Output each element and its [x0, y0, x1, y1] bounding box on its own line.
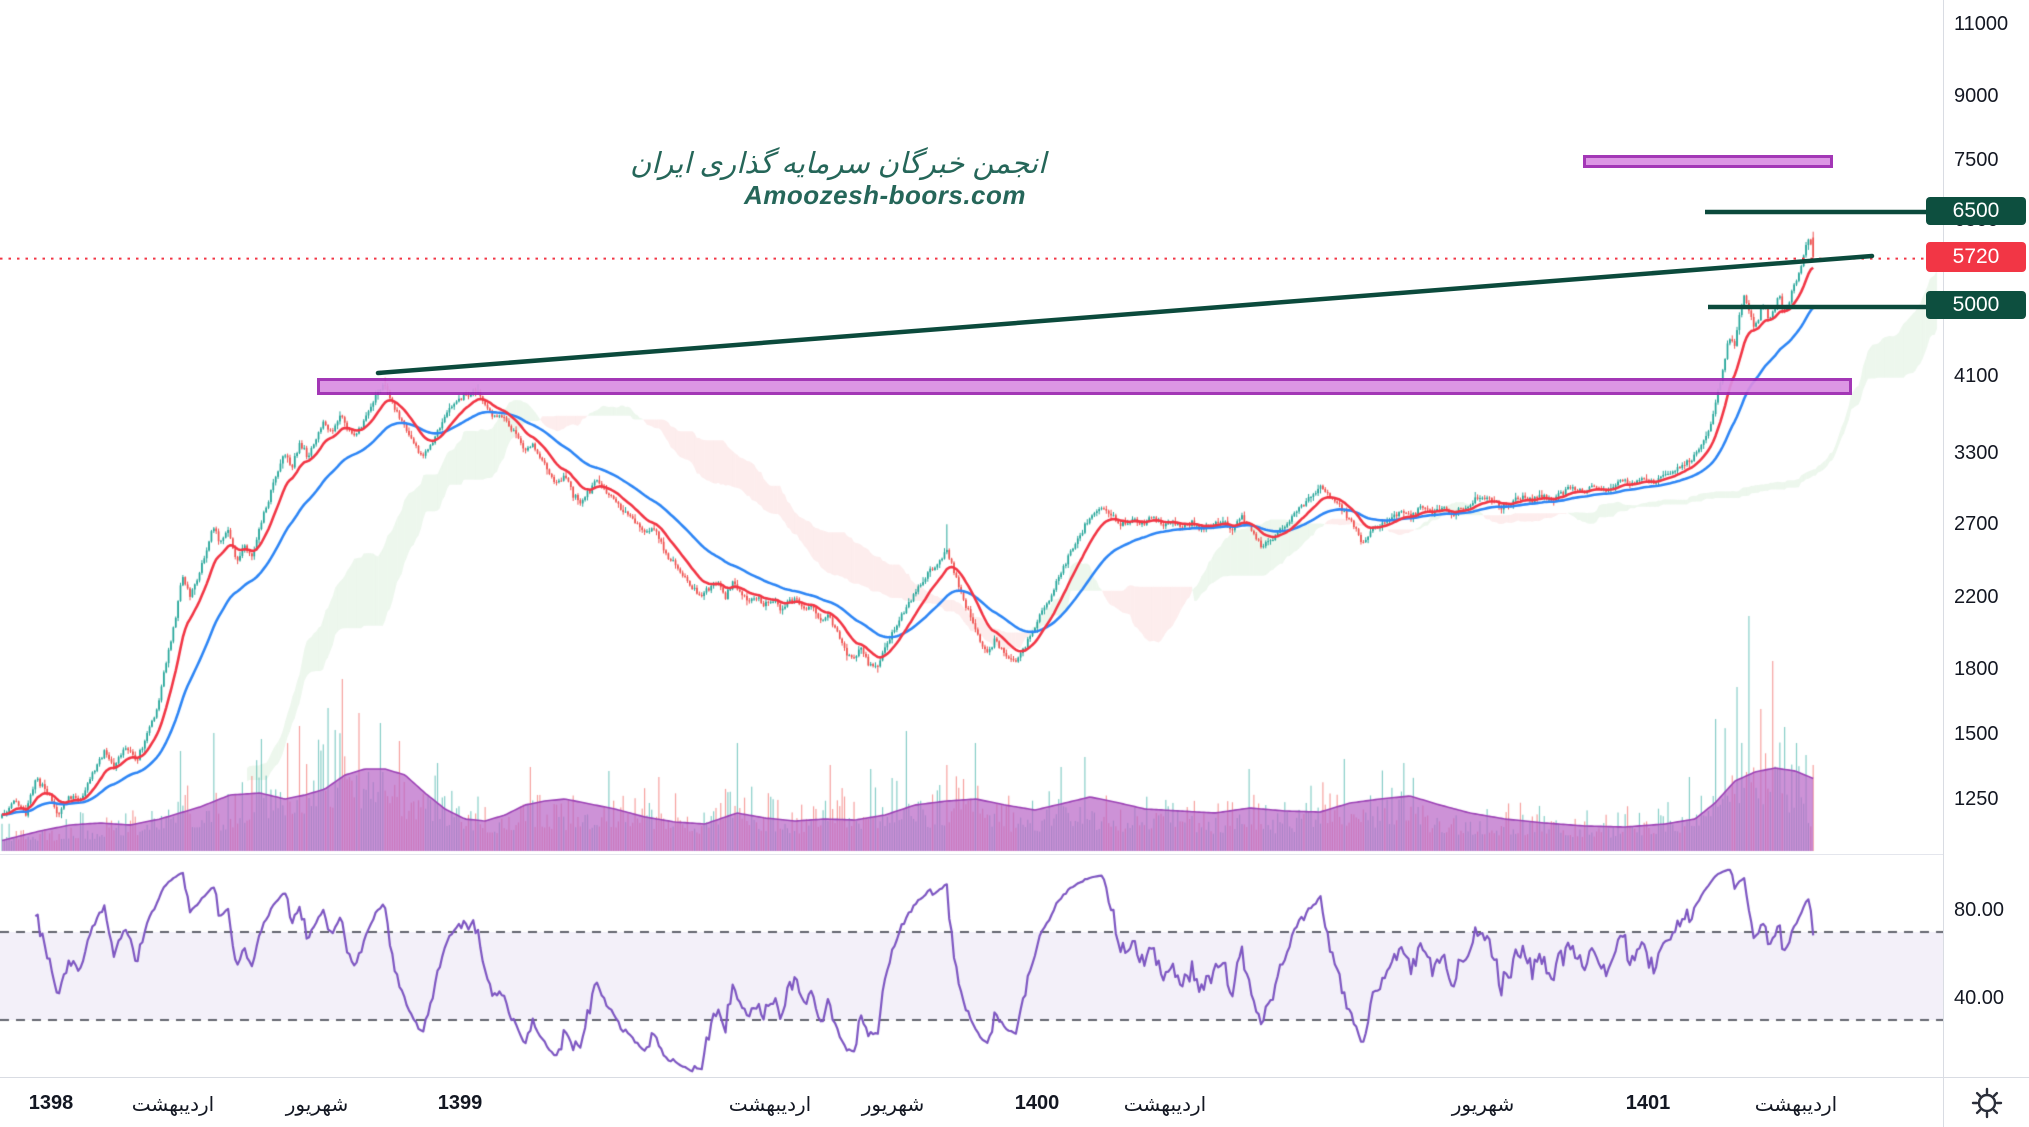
time-axis-month-label: اردیبهشت: [728, 1094, 812, 1116]
theme-toggle-button[interactable]: [1943, 1077, 2029, 1127]
price-tick-label: 4100: [1954, 364, 1999, 387]
price-tick-label: 1500: [1954, 722, 1999, 745]
price-badge-last-price[interactable]: 5720: [1926, 241, 2026, 272]
time-axis-year-label: 1401: [1625, 1092, 1671, 1114]
price-tick-label: 2700: [1954, 513, 1999, 536]
supply-zone-upper[interactable]: [1583, 155, 1833, 168]
time-axis-month-label: شهریور: [285, 1094, 349, 1116]
watermark-line-fa: انجمن خبرگان سرمایه گذاری ایران: [629, 148, 1047, 180]
price-tick-label: 2200: [1954, 586, 1999, 609]
price-tick-label: 7500: [1954, 149, 1999, 172]
price-axis[interactable]: 1100090007500650041003300270022001800150…: [1943, 0, 2029, 1127]
price-tick-label: 1800: [1954, 657, 1999, 680]
price-badge-support[interactable]: 5000: [1926, 290, 2026, 319]
chart-canvas[interactable]: [0, 0, 1943, 1077]
time-axis-month-label: شهریور: [861, 1094, 925, 1116]
price-badge-resistance[interactable]: 6500: [1926, 197, 2026, 226]
drawings-overlay: [0, 209, 1943, 376]
price-tick-label: 1250: [1954, 787, 1999, 810]
sun-icon: [1971, 1087, 2003, 1119]
time-axis-month-label: اردیبهشت: [1754, 1094, 1838, 1116]
time-axis-month-label: شهریور: [1451, 1094, 1515, 1116]
time-axis-year-label: 1398: [28, 1092, 74, 1114]
supply-zone-main[interactable]: [317, 378, 1852, 395]
rsi-tick-label: 40.00: [1954, 987, 2005, 1009]
price-tick-label: 3300: [1954, 441, 1999, 464]
time-axis-month-label: اردیبهشت: [1123, 1094, 1207, 1116]
time-axis-month-label: اردیبهشت: [131, 1094, 215, 1116]
time-axis-year-label: 1399: [437, 1092, 483, 1114]
rsi-tick-label: 80.00: [1954, 899, 2005, 921]
time-axis-year-label: 1400: [1014, 1092, 1060, 1114]
price-tick-label: 11000: [1954, 13, 2009, 36]
watermark-line-en: Amoozesh-boors.com: [743, 180, 1027, 210]
price-tick-label: 9000: [1954, 84, 1999, 107]
time-axis[interactable]: 1398 اردیبهشت شهریور 1399 اردیبهشت شهریور 1400…: [0, 1077, 1943, 1127]
pane-separator[interactable]: [0, 854, 1943, 855]
trendline[interactable]: [375, 253, 1875, 376]
